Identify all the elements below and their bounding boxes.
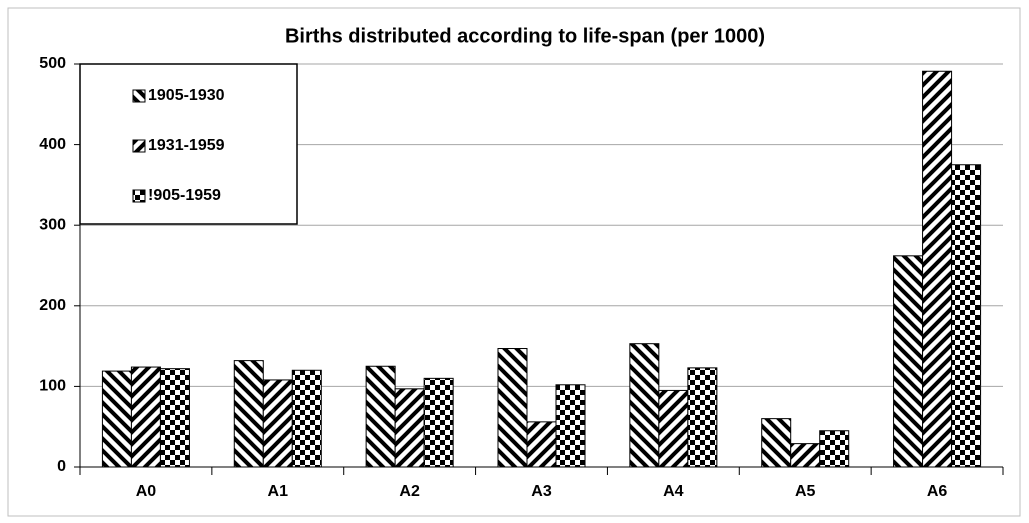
- bar: [365, 365, 396, 468]
- bar: [130, 366, 161, 468]
- legend-swatch: [132, 89, 146, 103]
- bar: [291, 369, 322, 468]
- bar: [497, 348, 528, 468]
- bar: [233, 360, 264, 468]
- bar: [262, 379, 293, 468]
- y-tick-label: 500: [39, 55, 66, 72]
- legend-label: !905-1959: [148, 187, 221, 204]
- x-tick-label: A5: [795, 483, 816, 500]
- chart-title: Births distributed according to life-spa…: [285, 25, 765, 47]
- bar: [101, 370, 132, 468]
- legend-label: 1905-1930: [148, 87, 225, 104]
- bar: [951, 164, 982, 468]
- legend-label: 1931-1959: [148, 137, 225, 154]
- bar: [922, 70, 953, 468]
- legend-swatch: [132, 189, 146, 203]
- bar: [555, 384, 586, 468]
- bar: [893, 255, 924, 468]
- x-tick-label: A0: [136, 483, 157, 500]
- bar: [658, 389, 689, 468]
- y-tick-label: 300: [39, 216, 66, 233]
- y-tick-label: 200: [39, 297, 66, 314]
- y-tick-label: 100: [39, 378, 66, 395]
- legend-swatch: [132, 139, 146, 153]
- bar: [629, 343, 660, 468]
- bar: [423, 377, 454, 468]
- bar: [687, 367, 718, 468]
- bar: [790, 443, 821, 468]
- x-tick-label: A2: [399, 483, 420, 500]
- y-tick-label: 400: [39, 136, 66, 153]
- bar: [159, 368, 190, 468]
- x-tick-label: A1: [268, 483, 289, 500]
- x-tick-label: A3: [531, 483, 552, 500]
- bar: [761, 418, 792, 468]
- legend-box: [79, 63, 298, 225]
- x-tick-label: A4: [663, 483, 684, 500]
- bar: [394, 388, 425, 468]
- x-tick-label: A6: [927, 483, 948, 500]
- bar: [819, 430, 850, 468]
- y-tick-label: 0: [57, 458, 66, 475]
- bar: [526, 421, 557, 468]
